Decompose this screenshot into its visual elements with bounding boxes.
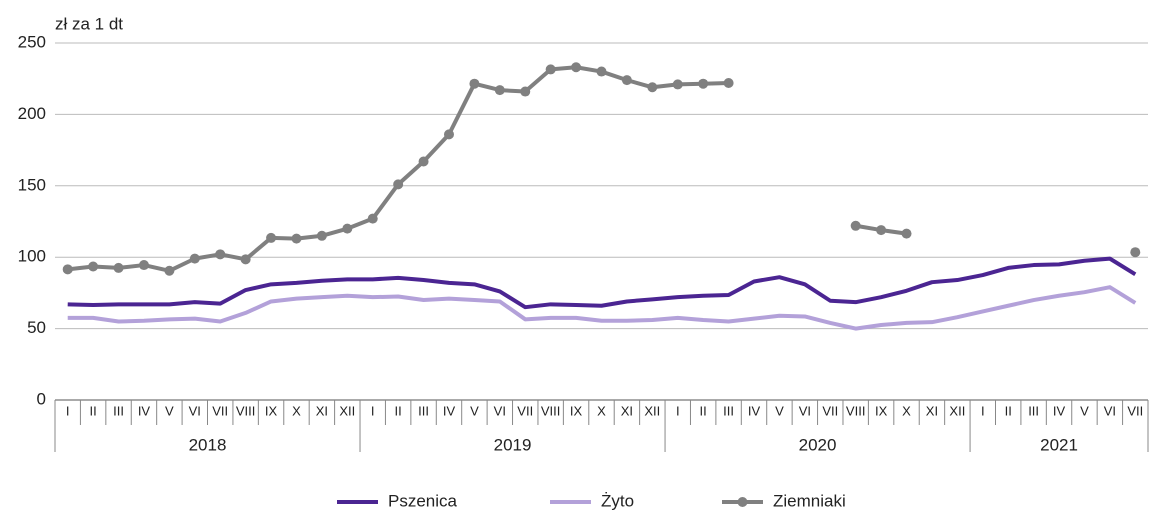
year-label: 2021 (1040, 435, 1078, 454)
x-tick-label: V (165, 403, 174, 418)
x-tick-label: I (981, 403, 985, 418)
series-line (67, 285, 1137, 331)
x-tick-label: VI (494, 403, 506, 418)
point (240, 254, 251, 265)
x-tick-label: II (1005, 403, 1012, 418)
point (1130, 247, 1141, 258)
legend-marker (737, 497, 748, 507)
legend-label: Pszenica (388, 491, 458, 510)
x-tick-label: X (597, 403, 606, 418)
point (520, 86, 531, 97)
point (291, 233, 302, 244)
x-tick-label: II (395, 403, 402, 418)
x-tick-label: XII (644, 403, 660, 418)
point (443, 129, 454, 140)
point (647, 82, 658, 93)
x-tick-label: IX (265, 403, 278, 418)
point (316, 230, 327, 241)
x-tick-label: XII (949, 403, 965, 418)
x-tick-label: X (902, 403, 911, 418)
x-tick-label: I (66, 403, 70, 418)
point (189, 253, 200, 264)
x-tick-label: III (113, 403, 124, 418)
x-tick-label: VIII (846, 403, 866, 418)
point (367, 213, 378, 224)
legend-label: Ziemniaki (773, 491, 846, 510)
point (571, 62, 582, 73)
series-line (68, 67, 1136, 270)
x-tick-label: V (1080, 403, 1089, 418)
point (88, 261, 99, 272)
x-tick-label: VII (517, 403, 533, 418)
point (342, 223, 353, 234)
x-tick-label: III (418, 403, 429, 418)
point (62, 264, 73, 275)
x-tick-label: III (723, 403, 734, 418)
x-tick-label: VI (799, 403, 811, 418)
x-tick-label: V (775, 403, 784, 418)
x-tick-label: IX (570, 403, 583, 418)
x-tick-label: IV (748, 403, 761, 418)
point (596, 66, 607, 77)
point (164, 265, 175, 276)
x-tick-label: XII (339, 403, 355, 418)
y-tick-label: 100 (18, 247, 46, 266)
x-tick-label: XI (621, 403, 633, 418)
x-tick-label: VIII (236, 403, 256, 418)
point (113, 262, 124, 273)
x-tick-label: VI (1104, 403, 1116, 418)
point (138, 260, 149, 271)
x-tick-label: VII (212, 403, 228, 418)
x-tick-label: IV (1053, 403, 1066, 418)
x-tick-label: I (676, 403, 680, 418)
x-tick-label: I (371, 403, 375, 418)
y-tick-label: 250 (18, 32, 46, 51)
legend-label: Żyto (601, 491, 634, 510)
x-tick-label: II (700, 403, 707, 418)
point (672, 79, 683, 90)
y-tick-label: 0 (37, 389, 46, 408)
y-tick-label: 150 (18, 175, 46, 194)
x-tick-label: VIII (541, 403, 561, 418)
x-tick-label: IX (875, 403, 888, 418)
point (494, 85, 505, 96)
point (901, 228, 912, 239)
year-label: 2019 (494, 435, 532, 454)
x-tick-label: XI (926, 403, 938, 418)
point (469, 78, 480, 89)
x-tick-label: II (90, 403, 97, 418)
y-tick-label: 200 (18, 104, 46, 123)
x-tick-label: III (1028, 403, 1039, 418)
x-tick-label: IV (443, 403, 456, 418)
point (621, 75, 632, 86)
point (393, 179, 404, 190)
point (850, 220, 861, 231)
x-tick-label: IV (138, 403, 151, 418)
x-tick-label: VII (822, 403, 838, 418)
point (723, 77, 734, 88)
y-axis-label: zł za 1 dt (55, 14, 123, 33)
point (266, 232, 277, 243)
x-tick-label: X (292, 403, 301, 418)
year-label: 2018 (189, 435, 227, 454)
x-tick-label: V (470, 403, 479, 418)
series-line (67, 256, 1137, 310)
point (698, 78, 709, 89)
year-label: 2020 (799, 435, 837, 454)
point (418, 156, 429, 167)
point (876, 225, 887, 236)
point (545, 64, 556, 75)
point (215, 249, 226, 260)
x-tick-label: VII (1127, 403, 1143, 418)
x-tick-label: VI (189, 403, 201, 418)
x-tick-label: XI (316, 403, 328, 418)
y-tick-label: 50 (27, 318, 46, 337)
